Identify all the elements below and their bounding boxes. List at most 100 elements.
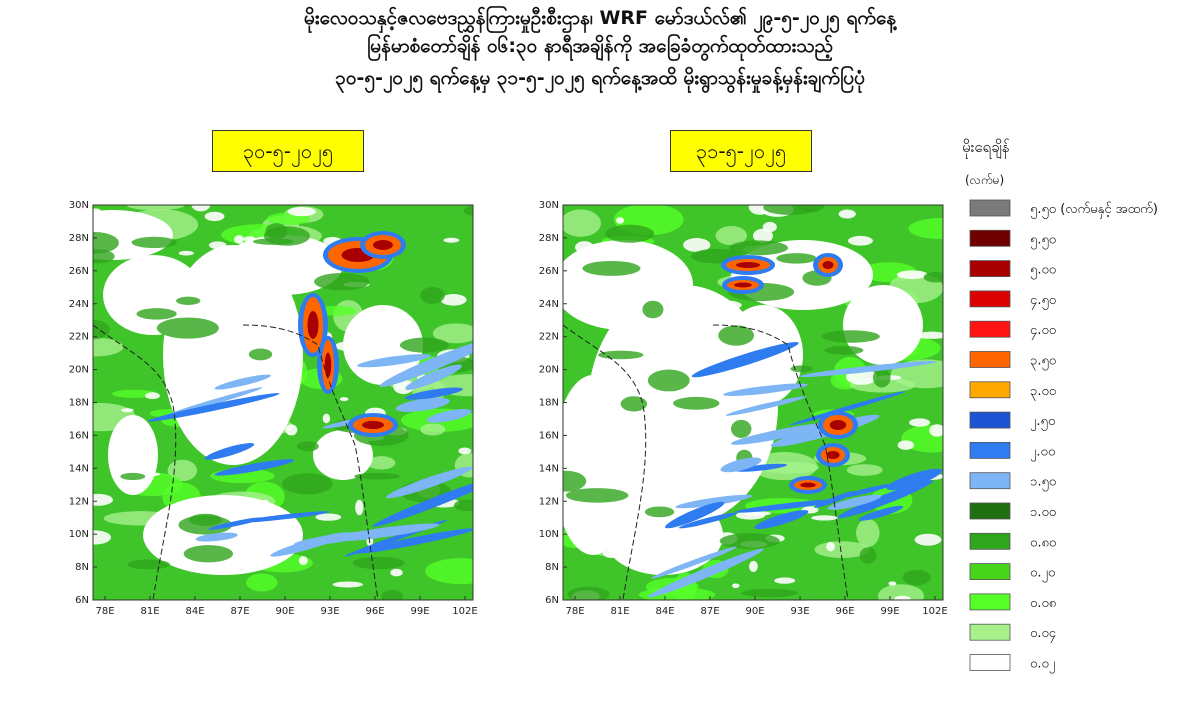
dry-speck — [275, 363, 288, 378]
legend-label: ၁.၀၀ — [1030, 505, 1056, 520]
dry-speck — [206, 442, 215, 454]
y-tick-label: 14N — [69, 463, 89, 474]
extreme — [735, 262, 761, 268]
dry-speck — [178, 250, 194, 256]
legend-label: ၂.၀၀ — [1030, 444, 1055, 461]
x-tick-label: 99E — [410, 606, 429, 617]
x-tick-label: 81E — [140, 606, 159, 617]
dry-speck — [683, 238, 711, 252]
light-rain — [877, 584, 925, 600]
light-rain — [715, 226, 747, 246]
dry-speck — [239, 534, 248, 540]
dry-area — [103, 255, 203, 335]
moderate-rain — [296, 441, 319, 452]
moderate-rain — [420, 287, 445, 304]
dry-speck — [121, 408, 134, 413]
heavy-band — [647, 548, 764, 598]
legend-label: ၀.၈၀ — [1030, 535, 1056, 550]
moderate-rain — [565, 488, 629, 503]
heavy-band — [405, 364, 462, 390]
extreme — [373, 240, 393, 250]
dry-speck — [752, 228, 773, 243]
extreme — [829, 420, 847, 430]
y-tick-label: 24N — [69, 299, 89, 310]
dry-speck — [355, 499, 364, 516]
light-rain — [367, 456, 396, 470]
dry-speck — [897, 440, 914, 450]
legend-unit: (လက်မ) — [965, 172, 1004, 187]
dry-speck — [676, 296, 701, 303]
heavy-band — [426, 409, 472, 423]
dry-speck — [217, 300, 231, 306]
legend-swatch — [969, 472, 1011, 490]
moderate-rain — [314, 272, 370, 291]
dry-speck — [563, 458, 590, 473]
dry-speck — [915, 331, 943, 339]
dry-speck — [677, 458, 702, 469]
moderate-rain — [873, 368, 891, 388]
dry-speck — [440, 294, 467, 306]
heavy-band — [691, 342, 799, 378]
legend-swatch — [969, 290, 1011, 308]
x-tick-label: 96E — [365, 606, 384, 617]
dry-speck — [774, 577, 796, 584]
dry-area — [563, 240, 693, 330]
dry-speck — [204, 211, 225, 222]
y-tick-label: 12N — [539, 496, 559, 507]
x-tick-label: 90E — [745, 606, 764, 617]
heavy-band — [734, 463, 788, 472]
y-tick-label: 16N — [69, 430, 89, 441]
x-tick-label: 102E — [922, 606, 947, 617]
date-label: ၃၁-၅-၂၀၂၅ — [670, 130, 812, 172]
dry-speck — [275, 380, 282, 392]
legend-label: ၄.၀၀ — [1030, 323, 1056, 340]
y-tick-label: 22N — [539, 332, 559, 343]
heavy-band — [837, 480, 934, 519]
moderate-rain — [354, 472, 400, 480]
dry-speck — [315, 513, 342, 521]
light-rain — [856, 518, 880, 547]
moderate-rain — [605, 224, 655, 243]
dry-speck — [684, 533, 698, 543]
dry-speck — [300, 246, 317, 261]
dry-speck — [227, 555, 253, 571]
moderate-rain — [265, 223, 288, 240]
legend-swatch — [969, 441, 1011, 459]
dry-speck — [731, 583, 740, 589]
x-tick-label: 78E — [565, 606, 584, 617]
legend-swatch — [969, 502, 1011, 520]
extreme — [362, 421, 384, 429]
legend-swatch — [969, 593, 1011, 611]
extreme — [800, 482, 816, 488]
moderate-rain — [902, 569, 931, 586]
legend-swatch — [969, 532, 1011, 550]
heavy-band — [379, 338, 473, 387]
date-label: ၃၀-၅-၂၀၂၅ — [212, 130, 364, 172]
legend-swatch — [969, 563, 1011, 580]
dry-speck — [583, 520, 591, 533]
extreme — [822, 261, 834, 269]
dry-speck — [332, 581, 364, 588]
moderate-rain — [176, 296, 201, 305]
x-tick-label: 99E — [880, 606, 899, 617]
moderate-rain — [620, 396, 648, 412]
y-tick-label: 18N — [69, 398, 89, 409]
light-rain — [246, 573, 278, 592]
dry-speck — [178, 359, 199, 368]
dry-speck — [649, 462, 673, 470]
dry-speck — [443, 237, 460, 243]
heavy-band — [827, 494, 882, 510]
y-tick-label: 28N — [539, 233, 559, 244]
heavy-band — [664, 501, 725, 529]
dry-speck — [93, 224, 117, 234]
moderate-rain — [131, 236, 178, 249]
coastline — [93, 324, 379, 600]
moderate-rain — [598, 350, 644, 360]
dry-speck — [322, 413, 331, 424]
legend-label: ၀.၂၀ — [1030, 566, 1055, 583]
x-tick-label: 90E — [275, 606, 294, 617]
heavy-band — [214, 374, 271, 390]
dry-speck — [749, 560, 758, 572]
dry-speck — [600, 368, 620, 377]
